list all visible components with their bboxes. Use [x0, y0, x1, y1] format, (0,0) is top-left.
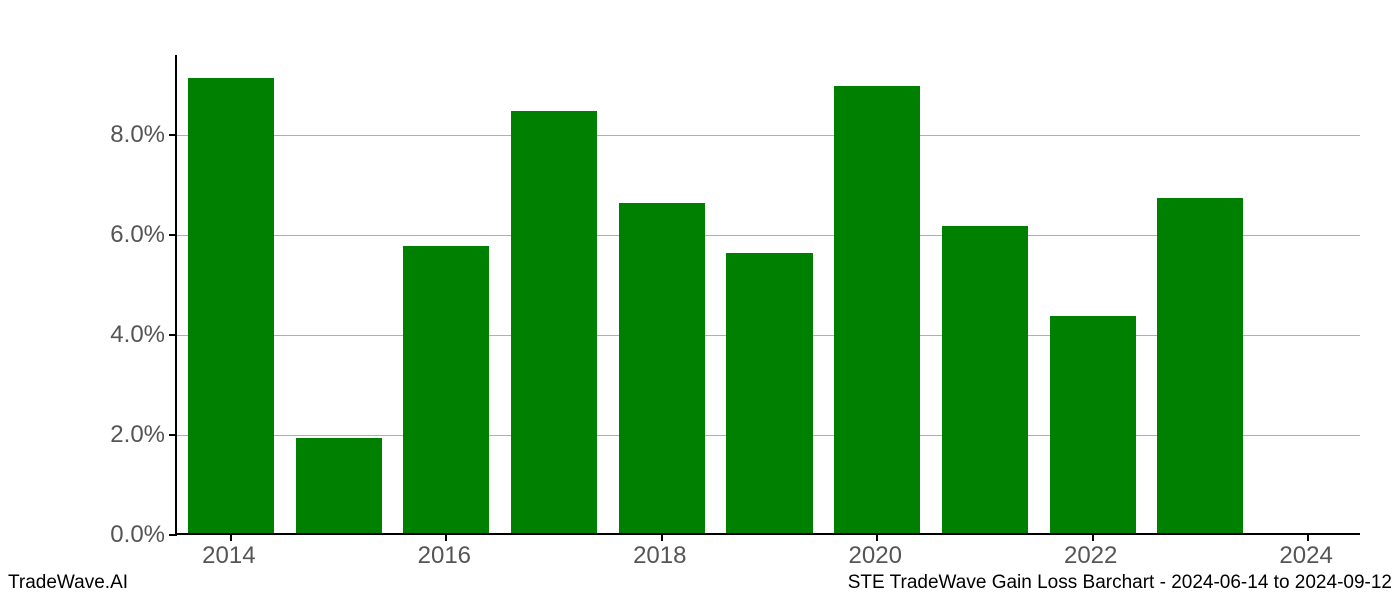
x-tick-label: 2020	[849, 542, 902, 570]
bar-2021	[942, 226, 1028, 534]
bar-2015	[296, 438, 382, 533]
x-tick-mark	[1092, 533, 1094, 541]
x-tick-mark	[876, 533, 878, 541]
y-tick-mark	[169, 334, 177, 336]
bar-2023	[1157, 198, 1243, 533]
x-tick-label: 2016	[418, 542, 471, 570]
bar-2014	[188, 78, 274, 533]
y-tick-mark	[169, 234, 177, 236]
bar-2017	[511, 111, 597, 534]
x-tick-label: 2024	[1279, 542, 1332, 570]
y-tick-mark	[169, 534, 177, 536]
plot-area	[175, 55, 1360, 535]
y-tick-label: 2.0%	[110, 421, 165, 449]
footer-right-caption: STE TradeWave Gain Loss Barchart - 2024-…	[848, 572, 1392, 594]
y-tick-label: 4.0%	[110, 321, 165, 349]
chart-container: 0.0% 2.0% 4.0% 6.0% 8.0% 2014 2016 2018 2020 202…	[0, 0, 1400, 600]
x-tick-label: 2022	[1064, 542, 1117, 570]
x-tick-mark	[445, 533, 447, 541]
gridline	[177, 135, 1360, 136]
y-tick-label: 8.0%	[110, 121, 165, 149]
y-tick-label: 6.0%	[110, 221, 165, 249]
bar-2020	[834, 86, 920, 534]
y-tick-label: 0.0%	[110, 521, 165, 549]
x-tick-mark	[230, 533, 232, 541]
footer-left-brand: TradeWave.AI	[8, 572, 128, 594]
bar-2022	[1050, 316, 1136, 534]
x-tick-mark	[1307, 533, 1309, 541]
bar-2018	[619, 203, 705, 533]
x-tick-mark	[661, 533, 663, 541]
x-tick-label: 2014	[202, 542, 255, 570]
x-tick-label: 2018	[633, 542, 686, 570]
y-tick-mark	[169, 134, 177, 136]
bar-2016	[403, 246, 489, 534]
y-tick-mark	[169, 434, 177, 436]
bar-2019	[726, 253, 812, 533]
